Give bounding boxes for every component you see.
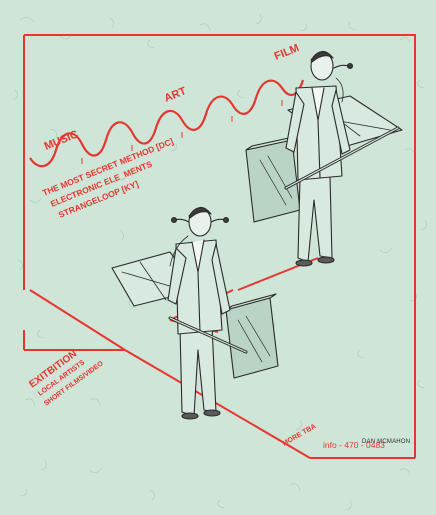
more-tba: MORE TBA <box>282 423 318 448</box>
label-music: MUSIC <box>43 128 80 152</box>
label-art: ART <box>163 85 189 105</box>
artist-credit: DAN MCMAHON <box>362 439 410 445</box>
label-film: FILM <box>273 42 301 63</box>
lower-man-illustration <box>111 206 279 420</box>
sine-wave <box>29 79 305 168</box>
info-phone: info - 470 - 0483 <box>323 440 385 450</box>
program-lineup: THE MOST SECRET METHOD [DC] ELECTRONIC E… <box>41 136 175 220</box>
upper-man-illustration <box>245 50 403 267</box>
wave-ticks <box>81 100 283 164</box>
red-frame <box>23 34 416 459</box>
